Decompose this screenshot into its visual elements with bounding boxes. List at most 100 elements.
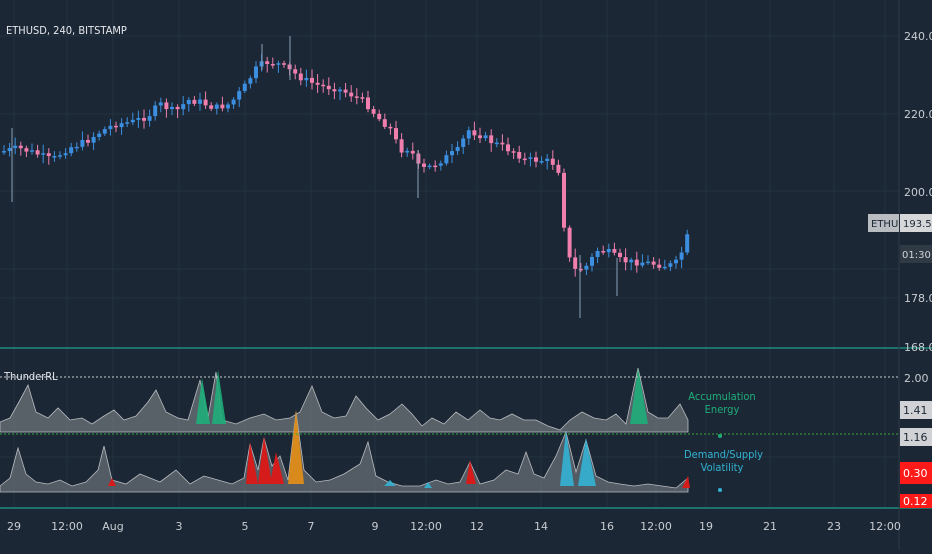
candle-body xyxy=(349,92,354,97)
supply-spike xyxy=(108,478,116,486)
supply-spike xyxy=(466,460,476,484)
candle-body xyxy=(119,123,124,128)
candle-body xyxy=(382,119,387,127)
accumulation-energy-series xyxy=(0,367,689,433)
candle-body xyxy=(573,257,578,269)
candle-body xyxy=(198,99,202,104)
candle-body xyxy=(186,99,191,105)
time-tick: 12:00 xyxy=(869,520,901,533)
time-tick: 29 xyxy=(7,520,21,533)
candle-body xyxy=(310,77,314,83)
candle-body xyxy=(584,265,589,270)
candle-body xyxy=(209,105,214,109)
candle-body xyxy=(164,102,169,110)
candle-body xyxy=(472,130,477,136)
candle-body xyxy=(562,172,566,228)
candle-body xyxy=(444,155,449,164)
candle-body xyxy=(343,89,348,93)
candle-body xyxy=(685,234,690,253)
horizontal-grid xyxy=(0,35,899,458)
candle-body xyxy=(248,78,253,84)
candle-body xyxy=(276,63,281,65)
time-tick: 9 xyxy=(372,520,379,533)
value-tag-red xyxy=(900,494,932,508)
candle-body xyxy=(399,139,404,153)
candle-body xyxy=(13,145,18,149)
indicator-tick: 0.12 xyxy=(903,495,928,508)
demand-spike xyxy=(424,482,432,488)
candle-body xyxy=(86,139,90,143)
candle-body xyxy=(674,259,678,264)
price-axis[interactable]: 240.00 220.00 200.00 178.00 168.00 xyxy=(904,30,932,354)
candle-body xyxy=(125,122,130,124)
candle-body xyxy=(545,158,550,162)
candle-body xyxy=(237,91,242,100)
candle-body xyxy=(265,61,270,65)
candle-body xyxy=(203,99,208,106)
candle-body xyxy=(623,257,628,263)
candle-body xyxy=(108,125,113,130)
candle-body xyxy=(170,106,174,110)
time-tick: 12:00 xyxy=(51,520,83,533)
candlestick-series xyxy=(2,36,690,318)
candle-body xyxy=(69,147,74,154)
candle-body xyxy=(410,150,415,154)
time-tick: 3 xyxy=(176,520,183,533)
candle-body xyxy=(315,82,320,85)
candle-body xyxy=(181,104,186,110)
candle-body xyxy=(500,142,505,145)
candle-body xyxy=(136,117,141,120)
demand-spike xyxy=(384,480,396,486)
indicator-tick: 2.00 xyxy=(904,372,929,385)
candle-body xyxy=(366,97,370,110)
candle-body xyxy=(130,119,135,123)
orange-spike xyxy=(288,410,304,484)
candle-body xyxy=(489,135,494,144)
candle-body xyxy=(466,130,471,139)
candle-body xyxy=(394,128,398,140)
candle-body xyxy=(91,136,96,143)
last-price-tag xyxy=(900,214,932,232)
time-tick: 21 xyxy=(763,520,777,533)
candle-body xyxy=(618,252,622,258)
demand-spike xyxy=(560,430,574,486)
accumulation-energy-label: Accumulation Energy xyxy=(688,390,756,416)
demand-supply-volatility-label: Demand/Supply Volatility xyxy=(684,448,763,474)
time-axis[interactable]: 29 12:00 Aug 3 5 7 9 12:00 12 14 16 12:00 19 21 23 12:0… xyxy=(7,520,901,533)
accumulation-spike xyxy=(196,378,210,424)
candle-body xyxy=(338,89,342,92)
candle-body xyxy=(539,161,544,163)
candle-body xyxy=(511,151,516,153)
price-tick: 178.00 xyxy=(904,292,932,305)
countdown-tag xyxy=(900,245,932,263)
candle-body xyxy=(102,129,107,134)
candle-body xyxy=(450,151,454,156)
candle-body xyxy=(2,151,6,153)
time-tick: 12:00 xyxy=(640,520,672,533)
symbol-title[interactable]: ETHUSD, 240, BITSTAMP xyxy=(6,24,127,37)
candle-body xyxy=(293,69,298,74)
time-tick: 14 xyxy=(534,520,548,533)
candle-body xyxy=(438,163,443,166)
candle-body xyxy=(377,113,382,120)
time-tick: 16 xyxy=(600,520,614,533)
indicator-title[interactable]: ThunderRL xyxy=(4,370,58,383)
candle-body xyxy=(175,106,180,110)
time-tick: 12:00 xyxy=(410,520,442,533)
symbol-tag-text: ETHUSD xyxy=(871,219,913,230)
supply-spike xyxy=(682,476,690,488)
candle-body xyxy=(483,135,488,139)
candle-body xyxy=(646,261,650,264)
candle-body xyxy=(522,158,527,161)
bar-countdown: 01:30:04 xyxy=(902,250,932,261)
candle-body xyxy=(282,63,286,65)
candle-body xyxy=(220,104,225,109)
supply-spike xyxy=(258,436,272,484)
accumulation-marker xyxy=(718,434,722,438)
candle-body xyxy=(298,73,303,81)
price-tick: 240.00 xyxy=(904,30,932,43)
indicator-axis[interactable]: 2.00 1.41 1.16 0.30 0.12 xyxy=(900,372,932,508)
candle-body xyxy=(595,251,600,257)
